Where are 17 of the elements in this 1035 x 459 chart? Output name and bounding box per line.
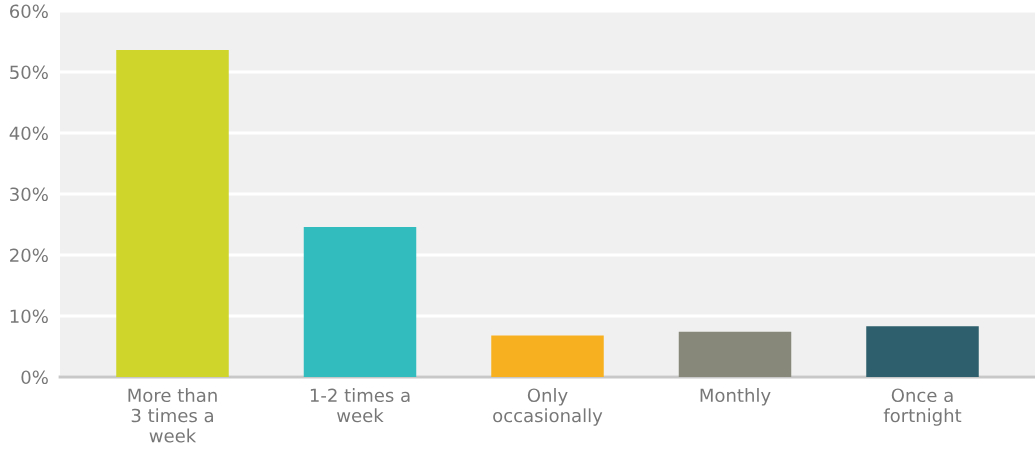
x-tick-label: Once a fortnight <box>883 388 962 426</box>
bar <box>116 50 229 377</box>
bar <box>866 326 979 377</box>
x-tick-label: Only occasionally <box>493 388 603 426</box>
x-tick-label: 1-2 times a week <box>310 388 410 423</box>
y-tick-label: 30% <box>10 187 48 202</box>
bar <box>491 335 604 377</box>
y-tick-label: 20% <box>10 248 48 263</box>
x-tick-label: Monthly <box>700 388 771 406</box>
y-tick-label: 50% <box>10 65 48 80</box>
x-tick-label: More than 3 times a week <box>128 388 217 443</box>
y-tick-label: 0% <box>21 370 48 385</box>
bar <box>678 331 792 377</box>
y-tick-label: 60% <box>10 4 48 19</box>
y-tick-label: 10% <box>10 309 48 324</box>
bar <box>303 226 417 377</box>
y-tick-label: 40% <box>9 126 48 141</box>
